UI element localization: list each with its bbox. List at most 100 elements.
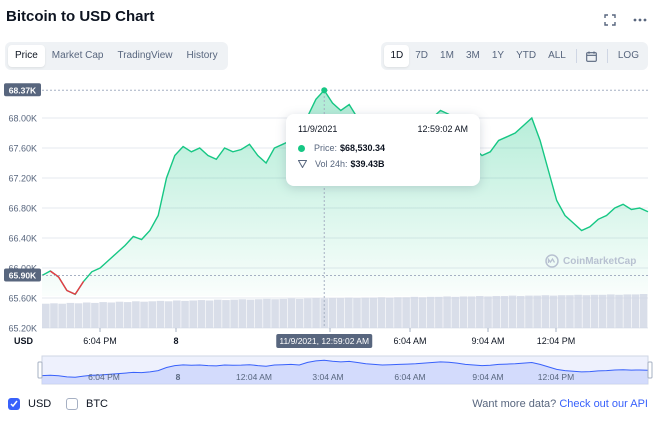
tooltip-vol-value: $39.43B — [350, 159, 385, 169]
chart-title: Bitcoin to USD Chart — [6, 8, 155, 25]
hover-point — [321, 87, 328, 94]
btc-checkbox[interactable] — [66, 398, 78, 410]
navigator-tick-label: 12:04 AM — [236, 372, 272, 382]
volume-bar — [639, 294, 648, 328]
volume-bar — [336, 298, 345, 328]
navigator-line — [41, 359, 649, 378]
x-hover-label: 11/9/2021, 12:59:02 AM — [279, 336, 369, 346]
chart-actions — [602, 12, 648, 28]
volume-bar — [541, 295, 550, 328]
tooltip-time: 12:59:02 AM — [417, 124, 468, 134]
tooltip-price-label: Price: — [314, 143, 338, 153]
tooltip-price-value: $68,530.34 — [340, 143, 386, 153]
navigator-tick-label: 6:04 PM — [88, 372, 120, 382]
tab-price[interactable]: Price — [8, 45, 45, 67]
check-icon — [10, 400, 18, 408]
range-all[interactable]: ALL — [548, 50, 566, 61]
fullscreen-icon[interactable] — [602, 12, 618, 28]
volume-bar — [66, 302, 75, 328]
tab-market-cap[interactable]: Market Cap — [51, 50, 104, 61]
volume-bar — [476, 296, 484, 328]
volume-bar — [304, 298, 312, 328]
volume-bar — [566, 295, 574, 328]
volume-bar — [197, 300, 206, 328]
volume-bar — [123, 302, 132, 328]
more-options-icon[interactable] — [632, 12, 648, 28]
volume-bar — [164, 301, 173, 328]
volume-bar — [58, 303, 66, 328]
volume-bar — [467, 296, 476, 328]
volume-bar — [91, 302, 99, 328]
price-chart[interactable]: 68.00K67.60K67.20K66.80K66.40K66.00K65.6… — [0, 78, 660, 390]
volume-bar — [74, 303, 83, 328]
volume-bar — [402, 297, 410, 328]
volume-bar — [345, 297, 353, 328]
volume-bar — [312, 298, 320, 328]
range-1m[interactable]: 1M — [440, 50, 454, 61]
volume-bar — [369, 297, 378, 328]
navigator-fill — [42, 360, 648, 384]
volume-bar — [230, 299, 238, 328]
price-tooltip: 11/9/2021 12:59:02 AM Price: $68,530.34 … — [286, 114, 480, 186]
volume-bar — [205, 300, 214, 328]
volume-bar — [410, 296, 419, 328]
volume-bar — [484, 296, 492, 328]
log-scale-button[interactable]: LOG — [617, 50, 639, 61]
y-tick-label: 65.20K — [8, 324, 37, 334]
open-label-bg — [4, 268, 41, 282]
range-3m[interactable]: 3M — [465, 50, 480, 61]
y-tick-label: 67.20K — [8, 174, 37, 184]
volume-bar — [140, 301, 148, 328]
price-dot-icon — [298, 144, 305, 152]
range-7d[interactable]: 7D — [415, 50, 429, 61]
volume-bar — [295, 298, 304, 328]
volume-bar — [213, 299, 222, 328]
volume-bar — [107, 302, 116, 328]
volume-bar — [377, 297, 386, 328]
volume-bar — [271, 299, 279, 328]
x-hover-label-bg — [276, 334, 373, 348]
volume-bar — [574, 294, 582, 328]
volume-bar — [582, 295, 591, 328]
volume-bar — [181, 300, 189, 328]
y-axis-unit: USD — [14, 336, 34, 346]
btc-label: BTC — [86, 398, 108, 410]
range-ytd[interactable]: YTD — [516, 50, 537, 61]
volume-bar — [115, 301, 124, 328]
usd-toggle[interactable]: USD — [8, 398, 51, 410]
calendar-icon[interactable] — [581, 45, 603, 67]
y-tick-label: 65.60K — [8, 294, 37, 304]
range-divider — [606, 49, 608, 63]
volume-bar — [459, 296, 468, 328]
volume-bar — [508, 295, 517, 328]
chart-type-tabs: Price Market Cap TradingView History — [5, 42, 228, 70]
x-tick-label: 8 — [173, 336, 178, 346]
navigator-tick-label: 8 — [176, 372, 181, 382]
usd-checkbox[interactable] — [8, 398, 20, 410]
tab-history[interactable]: History — [186, 50, 218, 61]
btc-toggle[interactable]: BTC — [66, 398, 108, 410]
usd-label: USD — [28, 398, 52, 410]
volume-bar — [263, 298, 271, 328]
tooltip-date: 11/9/2021 — [298, 124, 338, 134]
navigator-right-handle — [647, 361, 653, 379]
navigator-tick-label: 3:04 AM — [312, 372, 343, 382]
volume-bar — [435, 296, 443, 328]
price-line — [41, 89, 649, 296]
x-tick-label: 6:04 AM — [393, 336, 426, 346]
tab-tradingview[interactable]: TradingView — [117, 50, 173, 61]
api-link[interactable]: Check out our API — [559, 398, 648, 410]
time-range-selector: 1D 7D 1M 3M 1Y YTD ALL LOG — [381, 42, 648, 70]
range-divider — [575, 49, 577, 63]
range-1d[interactable]: 1D — [384, 45, 410, 67]
volume-bar — [50, 303, 58, 328]
navigator-left-handle — [37, 361, 43, 379]
volume-bar — [353, 298, 361, 328]
volume-bar — [549, 295, 558, 328]
volume-bar — [516, 296, 525, 328]
range-1y[interactable]: 1Y — [491, 50, 505, 61]
volume-bar — [254, 299, 263, 328]
navigator-tick-label: 9:04 AM — [472, 372, 503, 382]
volume-bar — [42, 303, 50, 328]
volume-bar — [385, 297, 394, 328]
